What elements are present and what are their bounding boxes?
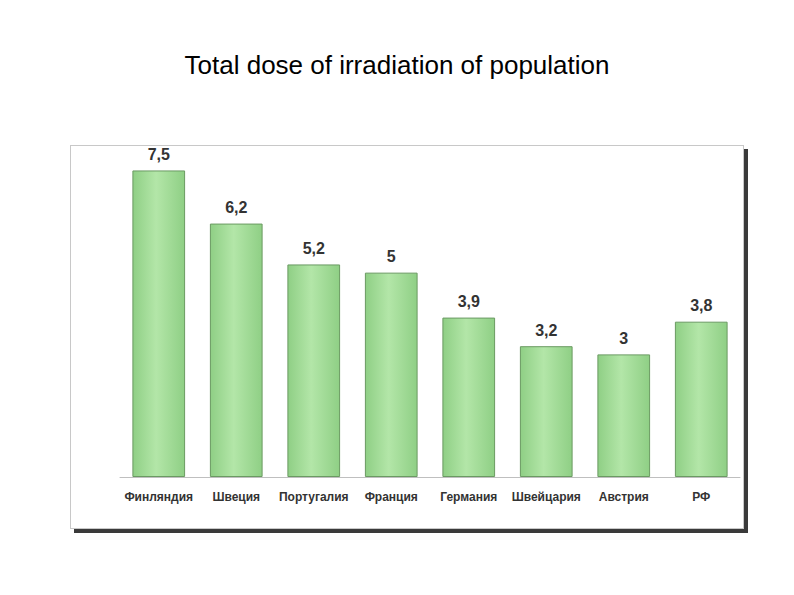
svg-text:3,8: 3,8 (690, 297, 712, 314)
svg-text:3,2: 3,2 (535, 322, 557, 339)
svg-text:Австрия: Австрия (599, 490, 649, 504)
svg-text:3,9: 3,9 (458, 293, 480, 310)
svg-text:Португалия: Португалия (279, 490, 349, 504)
svg-text:РФ: РФ (692, 490, 710, 504)
svg-text:5: 5 (387, 248, 396, 265)
svg-text:Швейцария: Швейцария (512, 490, 581, 504)
svg-text:3: 3 (619, 330, 628, 347)
svg-text:Total dose of irradiation of p: Total dose of irradiation of population (185, 50, 610, 80)
svg-text:7,5: 7,5 (148, 146, 170, 163)
svg-text:Франция: Франция (365, 490, 418, 504)
svg-text:5,2: 5,2 (303, 240, 325, 257)
svg-text:Швеция: Швеция (212, 490, 260, 504)
svg-text:6,2: 6,2 (225, 199, 247, 216)
svg-text:Германия: Германия (440, 490, 497, 504)
svg-text:Финляндия: Финляндия (124, 490, 193, 504)
